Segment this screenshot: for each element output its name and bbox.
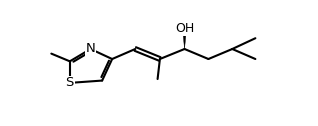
Text: OH: OH (175, 22, 194, 36)
Text: N: N (86, 42, 95, 55)
Text: S: S (66, 76, 74, 89)
Polygon shape (183, 29, 186, 49)
